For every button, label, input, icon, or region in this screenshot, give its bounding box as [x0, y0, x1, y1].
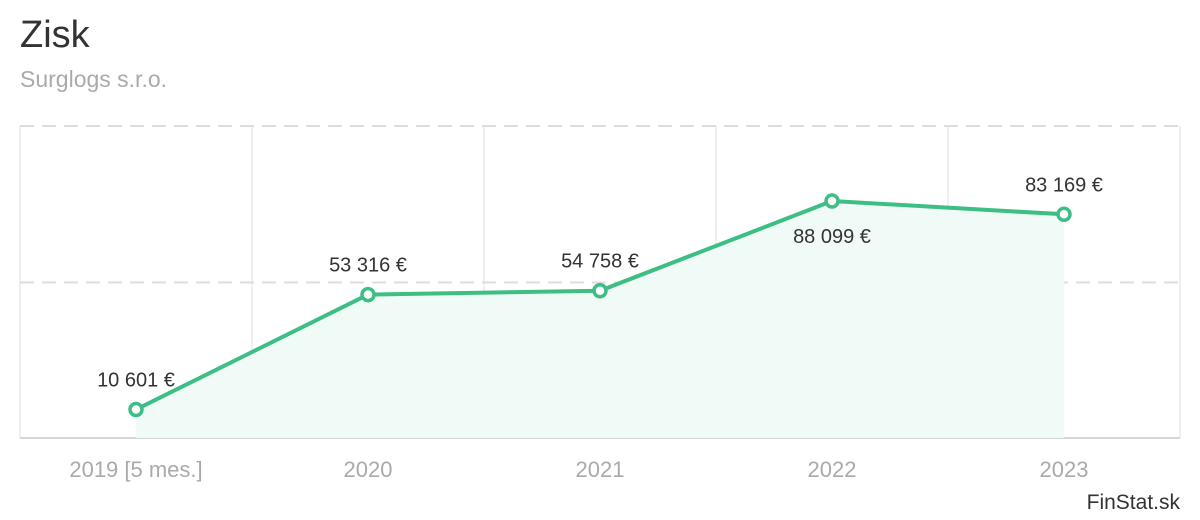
- chart-title: Zisk: [20, 14, 90, 56]
- chart-subtitle: Surglogs s.r.o.: [20, 66, 168, 92]
- x-tick-label: 2021: [576, 457, 625, 482]
- data-label: 53 316 €: [329, 255, 407, 277]
- data-labels: 10 601 € 53 316 € 54 758 € 88 099 € 83 169 €: [97, 174, 1103, 391]
- data-point: [128, 401, 144, 418]
- data-point: [592, 282, 608, 299]
- data-label: 10 601 €: [97, 369, 175, 391]
- x-tick-label: 2020: [344, 457, 393, 482]
- finstat-brand[interactable]: FinStat.sk: [1086, 491, 1180, 514]
- x-tick-label: 2019 [5 mes.]: [69, 457, 202, 482]
- area-fill: [136, 201, 1064, 438]
- data-point: [824, 193, 840, 209]
- data-label: 83 169 €: [1025, 174, 1103, 196]
- data-label: 54 758 €: [561, 251, 639, 273]
- data-point: [360, 286, 376, 303]
- data-point: [1056, 206, 1072, 223]
- x-axis-ticks: 2019 [5 mes.] 2020 2021 2022 2023: [69, 457, 1088, 482]
- data-points: [128, 193, 1072, 418]
- x-tick-label: 2023: [1040, 457, 1089, 482]
- data-label: 88 099 €: [793, 226, 871, 248]
- x-tick-label: 2022: [808, 457, 857, 482]
